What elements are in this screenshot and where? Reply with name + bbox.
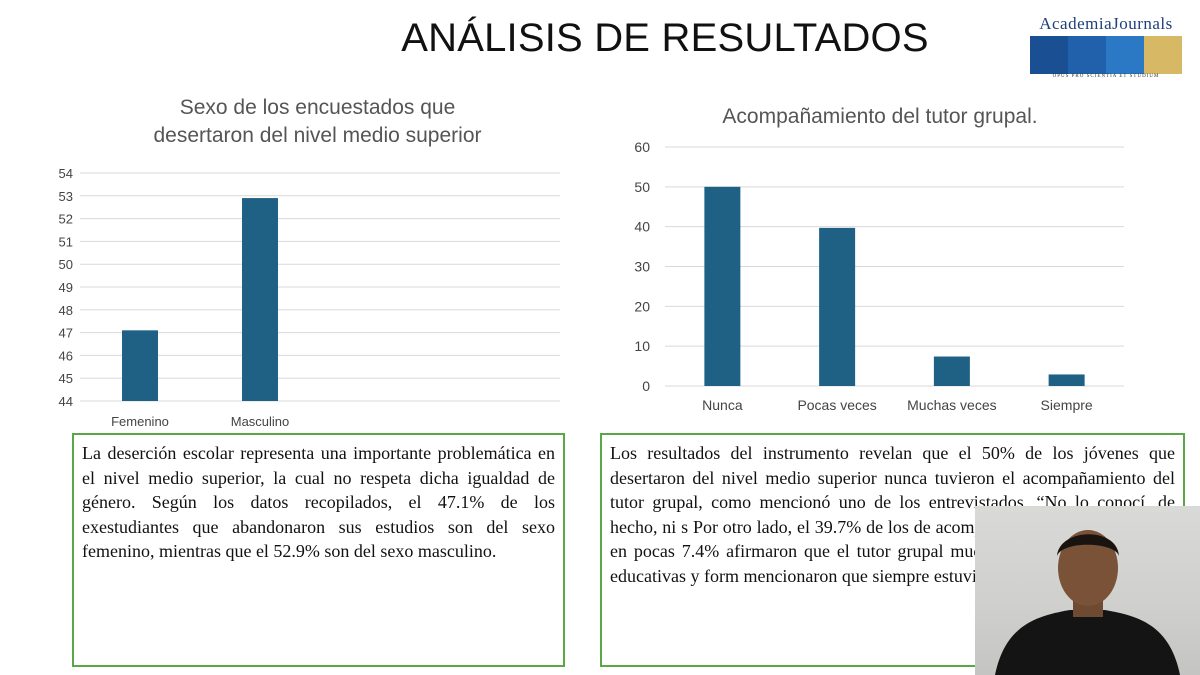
chart-1-y-tick-label: 50: [59, 257, 73, 272]
academia-journals-logo: AcademiaJournals OPUS PRO SCIENTIA ET ST…: [1030, 14, 1182, 80]
chart-1-bar: [242, 198, 278, 401]
logo-tagline: OPUS PRO SCIENTIA ET STUDIUM: [1052, 74, 1160, 79]
chart-1-y-tick-label: 54: [59, 166, 73, 181]
chart-acompanamiento-tutor: 60 50 40 30 20 10 0 Nunca Pocas veces Muchas vece…: [634, 139, 1124, 413]
chart-2-category-label: Siempre: [1041, 397, 1093, 413]
chart-1-y-tick-label: 48: [59, 303, 73, 318]
logo-color-bars: [1030, 36, 1182, 74]
chart-2-y-tick-label: 10: [634, 338, 650, 354]
chart-1-y-tick-label: 49: [59, 280, 73, 295]
chart-1-y-tick-label: 52: [59, 212, 73, 227]
chart-2-title: Acompañamiento del tutor grupal.: [722, 105, 1038, 128]
logo-bar-1: [1030, 36, 1068, 74]
chart-1-bar: [122, 330, 158, 401]
chart-2-bar: [1048, 374, 1085, 386]
chart-2-bar: [704, 186, 741, 386]
chart-1-y-tick-label: 53: [59, 189, 73, 204]
chart-2-y-tick-label: 20: [634, 298, 650, 314]
chart-2-category-label: Nunca: [702, 397, 743, 413]
chart-1-y-tick-label: 45: [59, 371, 73, 386]
chart-2-y-tick-label: 30: [634, 259, 650, 275]
presenter-video-image: [995, 530, 1180, 675]
chart-1-y-tick-label: 46: [59, 348, 73, 363]
chart-sexo-encuestados: 54 53 52 51 50 49 48 47 46 45 44 Femenino Masculino: [59, 166, 560, 429]
logo-bar-3: [1106, 36, 1144, 74]
chart-2-category-label: Pocas veces: [797, 397, 876, 413]
chart-1-y-tick-label: 51: [59, 234, 73, 249]
slide-title: ANÁLISIS DE RESULTADOS: [401, 16, 929, 60]
logo-name: AcademiaJournals: [1039, 14, 1173, 33]
webcam-overlay: [975, 506, 1200, 675]
chart-1-title: Sexo de los encuestados que desertaron d…: [110, 94, 525, 150]
logo-bar-2: [1068, 36, 1106, 74]
chart-2-category-label: Muchas veces: [907, 397, 996, 413]
logo-bar-4: [1144, 36, 1182, 74]
chart-2-y-tick-label: 60: [634, 139, 650, 155]
chart-1-y-tick-label: 44: [59, 394, 73, 409]
chart-1-category-label: Femenino: [111, 414, 169, 429]
chart-1-category-label: Masculino: [231, 414, 290, 429]
chart-2-bar: [933, 356, 970, 386]
chart-2-y-tick-label: 50: [634, 179, 650, 195]
chart-1-title-line-2: desertaron del nivel medio superior: [153, 124, 482, 147]
chart-2-y-tick-label: 0: [642, 378, 650, 394]
chart-1-y-tick-label: 47: [59, 326, 73, 341]
chart-1-title-line-1: Sexo de los encuestados que: [179, 96, 456, 119]
chart-2-y-tick-label: 40: [634, 219, 650, 235]
chart-2-bar: [819, 227, 856, 386]
textbox-desercion-genero: La deserción escolar representa una impo…: [72, 433, 565, 667]
